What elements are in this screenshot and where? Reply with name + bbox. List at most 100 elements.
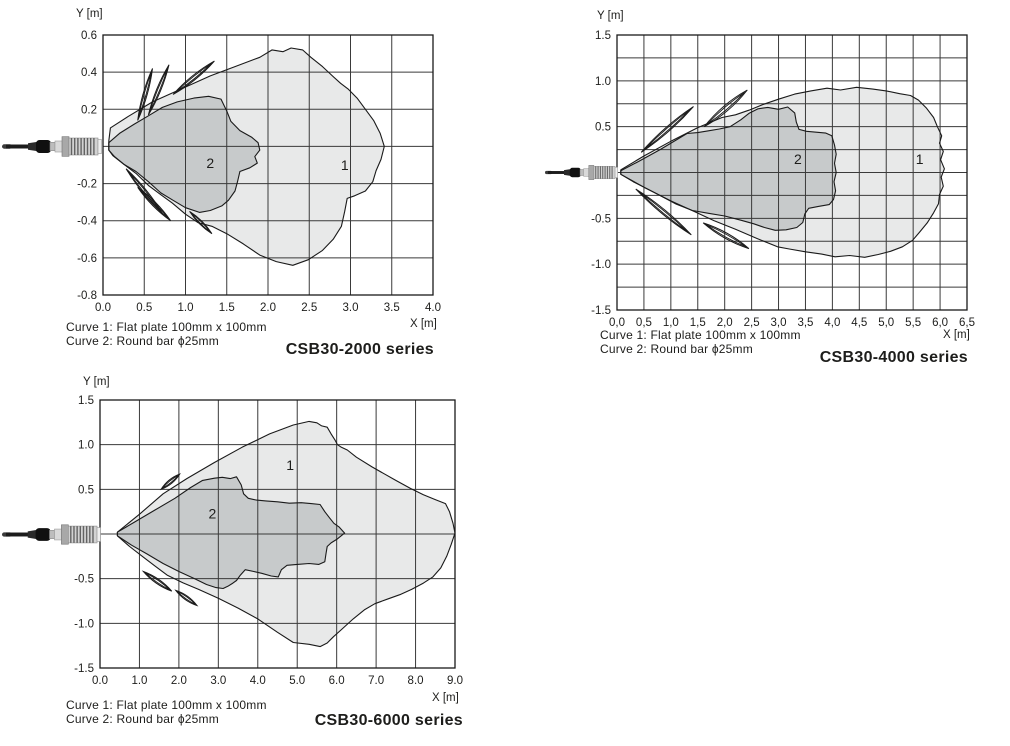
curve-legend: Curve 1: Flat plate 100mm x 100mm Curve …: [600, 328, 801, 356]
side-lobe-outline: [703, 89, 748, 128]
side-lobe-outline: [143, 571, 173, 592]
side-lobe-outline: [635, 188, 692, 236]
x-tick-label: 6,5: [959, 317, 975, 329]
beam-pattern-plot-2000: 1 2 0.0 0.5 1.0 1.5 2.0 2.5 3.0 3.5 4.0 0.6 0.4 0.2 -0…: [77, 30, 441, 314]
y-tick-label: 1.5: [595, 30, 611, 42]
x-tick-label: 3,0: [771, 317, 787, 329]
chart-csb30-2000-series: 1 2 0.0 0.5 1.0 1.5 2.0 2.5 3.0 3.5 4.0 0.6 0.4 0.2 -0…: [0, 0, 545, 370]
x-tick-label: 4.0: [250, 675, 266, 687]
x-tick-label: 2.0: [260, 302, 276, 314]
y-tick-label: 1.0: [595, 76, 611, 88]
y-tick-label: -0.4: [77, 216, 97, 228]
ultrasonic-sensor-icon: [2, 524, 101, 545]
x-axis-title: X [m]: [410, 318, 437, 330]
x-tick-label: 0.5: [136, 302, 152, 314]
x-tick-label: 4,5: [851, 317, 867, 329]
curve1-outline: [108, 47, 385, 266]
x-tick-label: 4,0: [824, 317, 840, 329]
x-tick-label: 8.0: [408, 675, 424, 687]
side-lobe-core: [175, 63, 212, 93]
curve-marker: 2: [206, 155, 214, 171]
side-lobe-core-outline: [190, 212, 211, 233]
curve2-caption: Curve 2: Round bar ϕ25mm: [66, 334, 219, 348]
x-axis-title: X [m]: [943, 329, 970, 341]
x-tick-label: 3.0: [343, 302, 359, 314]
x-tick-label: 6.0: [329, 675, 345, 687]
beam-pattern-plot-6000: 1 2 0.0 1.0 2.0 3.0 4.0 5.0 6.0 7.0 8.0 9.0 1.5 1.0 0.…: [74, 395, 463, 687]
side-lobe-core-outline: [644, 108, 691, 150]
x-axis-title: X [m]: [432, 692, 459, 704]
x-tick-label: 1.0: [178, 302, 194, 314]
x-tick-label: 2.0: [171, 675, 187, 687]
ultrasonic-sensor-icon: [2, 135, 102, 158]
y-tick-label: -0.2: [77, 179, 97, 191]
x-tick-label: 7.0: [368, 675, 384, 687]
curve2-caption: Curve 2: Round bar ϕ25mm: [600, 342, 753, 356]
side-lobe-core-outline: [139, 188, 170, 220]
side-lobe-core-outline: [706, 91, 746, 125]
y-tick-label: -0.8: [77, 290, 97, 302]
curve2-area: [117, 476, 345, 589]
x-tick-label: 2,5: [744, 317, 760, 329]
chart-csb30-4000-series: 1 2 0,0 0,5 1,0 1,5 2,0 2,5 3,0 3,5 4,0 4,5 5,0 5,5 6,…: [545, 0, 1010, 372]
side-lobe-outline: [174, 589, 199, 607]
curve-marker: 2: [794, 151, 802, 167]
side-lobe-core-outline: [127, 171, 161, 211]
side-lobe-outline: [147, 64, 170, 116]
curve2-caption: Curve 2: Round bar ϕ25mm: [66, 712, 219, 726]
y-tick-label: -0.6: [77, 253, 97, 265]
side-lobe-outline: [189, 210, 213, 235]
x-tick-label: 1,0: [663, 317, 679, 329]
y-tick-label: 1.0: [78, 440, 94, 452]
y-axis-title: Y [m]: [597, 10, 624, 22]
y-tick-label: -1.5: [591, 305, 611, 317]
x-tick-label: 6,0: [932, 317, 948, 329]
side-lobe-core: [145, 572, 171, 590]
x-tick-label: 2,0: [717, 317, 733, 329]
side-lobe-outline: [137, 68, 153, 121]
side-lobe-core: [177, 591, 196, 605]
y-tick-label: -0.5: [74, 574, 94, 586]
x-tick-label: 2.5: [301, 302, 317, 314]
side-lobe-core: [639, 191, 688, 233]
x-tick-label: 0.0: [92, 675, 108, 687]
series-title: CSB30-6000 series: [314, 712, 463, 729]
curve2-outline: [620, 106, 837, 231]
curve1-caption: Curve 1: Flat plate 100mm x 100mm: [66, 320, 267, 334]
side-lobe-core: [138, 71, 152, 118]
curve2-area: [620, 107, 837, 231]
curve-legend: Curve 1: Flat plate 100mm x 100mm Curve …: [66, 698, 267, 726]
x-tick-label: 4.0: [425, 302, 441, 314]
side-lobe-outline: [172, 60, 215, 95]
x-tick-label: 3.0: [210, 675, 226, 687]
x-tick-label: 1.5: [219, 302, 235, 314]
y-tick-label: 0.5: [595, 122, 611, 134]
x-tick-label: 5.0: [289, 675, 305, 687]
curve2-outline: [108, 95, 261, 213]
curve1-caption: Curve 1: Flat plate 100mm x 100mm: [600, 328, 801, 342]
side-lobe-outline: [640, 106, 694, 153]
side-lobe-core-outline: [138, 71, 153, 118]
curve-marker: 2: [209, 505, 217, 521]
series-title: CSB30-2000 series: [285, 341, 434, 358]
y-tick-label: 0.5: [78, 484, 94, 496]
y-tick-label: 0.6: [81, 30, 97, 42]
side-lobe-core-outline: [705, 224, 747, 248]
curve1-caption: Curve 1: Flat plate 100mm x 100mm: [66, 698, 267, 712]
y-tick-label: 0.2: [81, 104, 97, 116]
x-tick-label: 0,0: [609, 317, 625, 329]
y-tick-label: -1.0: [74, 618, 94, 630]
x-tick-label: 0,5: [636, 317, 652, 329]
x-tick-label: 9.0: [447, 675, 463, 687]
chart-csb30-6000-series: 1 2 0.0 1.0 2.0 3.0 4.0 5.0 6.0 7.0 8.0 9.0 1.5 1.0 0.…: [0, 370, 545, 746]
side-lobe-core: [706, 92, 745, 125]
x-tick-label: 3.5: [384, 302, 400, 314]
beam-pattern-plot-4000: 1 2 0,0 0,5 1,0 1,5 2,0 2,5 3,0 3,5 4,0 4,5 5,0 5,5 6,…: [591, 30, 975, 329]
side-lobe-core: [162, 475, 179, 489]
y-axis-title: Y [m]: [76, 8, 103, 20]
side-lobe-core-outline: [161, 474, 179, 489]
x-tick-label: 1,5: [690, 317, 706, 329]
side-lobe-core-outline: [144, 572, 171, 591]
x-tick-label: 5,5: [905, 317, 921, 329]
series-title: CSB30-4000 series: [819, 349, 968, 366]
